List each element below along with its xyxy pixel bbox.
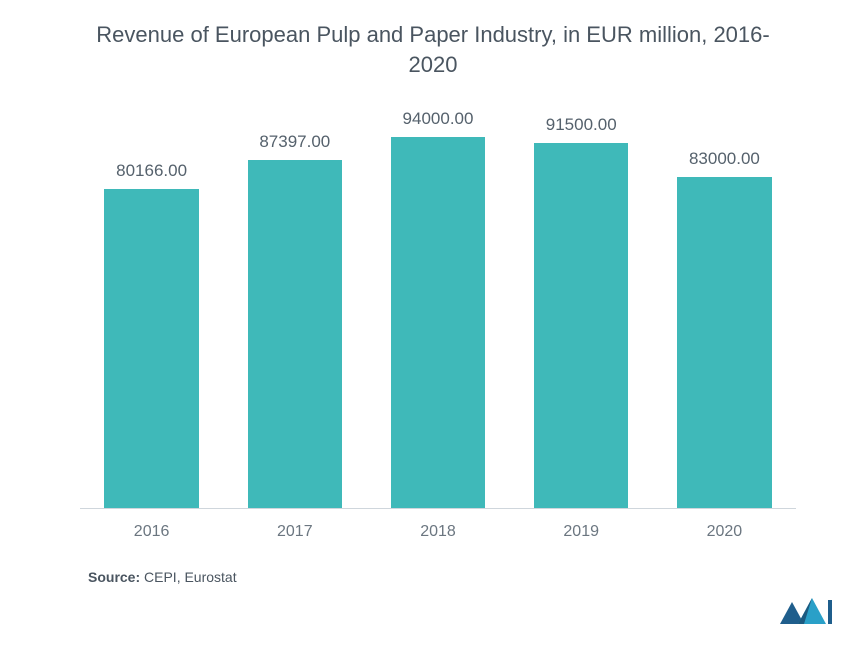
bars-group: 80166.00 87397.00 94000.00 91500.00 8300… (80, 109, 796, 509)
bar-value-label: 83000.00 (689, 149, 760, 169)
bar-2018 (391, 137, 486, 508)
x-label: 2017 (223, 523, 366, 541)
bar-2020 (677, 177, 772, 508)
bar-value-label: 94000.00 (403, 109, 474, 129)
x-label: 2019 (510, 523, 653, 541)
bar-value-label: 87397.00 (259, 132, 330, 152)
x-label: 2020 (653, 523, 796, 541)
bar-col-2017: 87397.00 (223, 109, 366, 508)
source-prefix: Source: (88, 569, 140, 585)
bar-col-2019: 91500.00 (510, 109, 653, 508)
source-citation: Source: CEPI, Eurostat (88, 569, 826, 585)
mordor-logo-icon (778, 594, 838, 628)
bar-value-label: 80166.00 (116, 161, 187, 181)
chart-title: Revenue of European Pulp and Paper Indus… (83, 20, 783, 79)
bar-2017 (248, 160, 343, 509)
bar-col-2018: 94000.00 (366, 109, 509, 508)
chart-container: Revenue of European Pulp and Paper Indus… (0, 0, 866, 605)
source-text: CEPI, Eurostat (144, 569, 237, 585)
plot-area: 80166.00 87397.00 94000.00 91500.00 8300… (80, 109, 796, 509)
bar-2019 (534, 143, 629, 508)
bar-2016 (104, 189, 199, 509)
bar-value-label: 91500.00 (546, 115, 617, 135)
x-axis-labels: 2016 2017 2018 2019 2020 (80, 523, 796, 541)
x-label: 2016 (80, 523, 223, 541)
bar-col-2016: 80166.00 (80, 109, 223, 508)
x-label: 2018 (366, 523, 509, 541)
bar-col-2020: 83000.00 (653, 109, 796, 508)
